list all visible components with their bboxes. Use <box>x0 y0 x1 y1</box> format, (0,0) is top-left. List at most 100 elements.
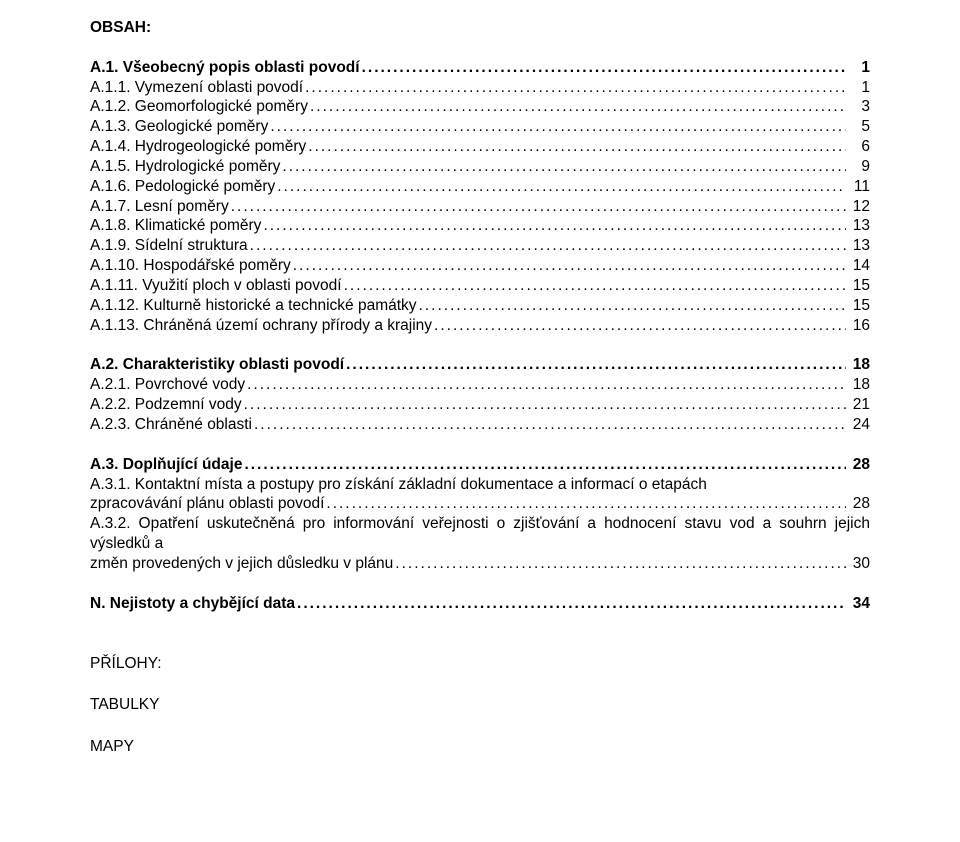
section-a2: A.2. Charakteristiky oblasti povodí ....… <box>90 355 870 434</box>
section-a3: A.3. Doplňující údaje ..................… <box>90 455 870 574</box>
section-title-line: A.1. Všeobecný popis oblasti povodí ....… <box>90 58 870 78</box>
toc-item: A.1.7. Lesní poměry.....................… <box>90 197 870 217</box>
toc-dots: ........................................… <box>291 256 846 276</box>
toc-page: 13 <box>846 216 870 236</box>
toc-label: A.2.1. Povrchové vody <box>90 375 245 395</box>
toc-dots: ........................................… <box>360 58 846 78</box>
toc-label: A.1.3. Geologické poměry <box>90 117 268 137</box>
toc-wrapped-lastline: změn provedených v jejich důsledku v plá… <box>90 554 870 574</box>
toc-item: A.1.10. Hospodářské poměry..............… <box>90 256 870 276</box>
toc-page: 28 <box>846 455 870 475</box>
toc-page: 9 <box>846 157 870 177</box>
toc-label: A.1.2. Geomorfologické poměry <box>90 97 308 117</box>
obsah-heading: OBSAH: <box>90 18 870 38</box>
toc-label: A.1.6. Pedologické poměry <box>90 177 275 197</box>
toc-dots: ........................................… <box>417 296 846 316</box>
appendix-prilohy: PŘÍLOHY: <box>90 654 870 674</box>
appendix-list: PŘÍLOHY: TABULKY MAPY <box>90 654 870 757</box>
toc-page: 5 <box>846 117 870 137</box>
toc-label: A.2.3. Chráněné oblasti <box>90 415 252 435</box>
toc-page: 18 <box>846 375 870 395</box>
toc-label: A.1.12. Kulturně historické a technické … <box>90 296 417 316</box>
toc-item: A.1.8. Klimatické poměry................… <box>90 216 870 236</box>
toc-dots: ........................................… <box>295 594 846 614</box>
toc-label: A.2.2. Podzemní vody <box>90 395 242 415</box>
toc-item: A.1.6. Pedologické poměry...............… <box>90 177 870 197</box>
toc-label: A.1.1. Vymezení oblasti povodí <box>90 78 303 98</box>
toc-dots: ........................................… <box>245 375 846 395</box>
toc-label: A.1.10. Hospodářské poměry <box>90 256 291 276</box>
toc-wrapped-text: A.3.1. Kontaktní místa a postupy pro zís… <box>90 476 707 493</box>
toc-page: 6 <box>846 137 870 157</box>
toc-dots: ........................................… <box>393 554 846 574</box>
toc-dots: ........................................… <box>342 276 846 296</box>
toc-page: 12 <box>846 197 870 217</box>
toc-page: 30 <box>846 554 870 574</box>
toc-dots: ........................................… <box>242 455 846 475</box>
toc-page: 1 <box>846 78 870 98</box>
toc-item: A.2.1. Povrchové vody...................… <box>90 375 870 395</box>
toc-label: A.1.8. Klimatické poměry <box>90 216 261 236</box>
toc-label: A.1.13. Chráněná území ochrany přírody a… <box>90 316 432 336</box>
toc-item: A.1.4. Hydrogeologické poměry...........… <box>90 137 870 157</box>
toc-label: A.1.4. Hydrogeologické poměry <box>90 137 306 157</box>
toc-dots: ........................................… <box>280 157 846 177</box>
section-a1: A.1. Všeobecný popis oblasti povodí ....… <box>90 58 870 336</box>
toc-page: 16 <box>846 316 870 336</box>
toc-page: 34 <box>846 594 870 614</box>
toc-dots: ........................................… <box>261 216 846 236</box>
toc-label: A.1.7. Lesní poměry <box>90 197 229 217</box>
toc-page: 15 <box>846 276 870 296</box>
toc-label: A.1. Všeobecný popis oblasti povodí <box>90 58 360 78</box>
toc-dots: ........................................… <box>242 395 846 415</box>
toc-item: A.2.2. Podzemní vody....................… <box>90 395 870 415</box>
toc-dots: ........................................… <box>306 137 846 157</box>
toc-dots: ........................................… <box>344 355 846 375</box>
toc-page: 21 <box>846 395 870 415</box>
toc-label: zpracovávání plánu oblasti povodí <box>90 494 324 514</box>
toc-dots: ........................................… <box>308 97 846 117</box>
toc-page: 28 <box>846 494 870 514</box>
toc-page: 24 <box>846 415 870 435</box>
toc-item: A.1.9. Sídelní struktura................… <box>90 236 870 256</box>
toc-label: A.3. Doplňující údaje <box>90 455 242 475</box>
toc-item: A.1.12. Kulturně historické a technické … <box>90 296 870 316</box>
toc-item: A.1.2. Geomorfologické poměry...........… <box>90 97 870 117</box>
toc-page: 14 <box>846 256 870 276</box>
toc-dots: ........................................… <box>248 236 846 256</box>
toc-dots: ........................................… <box>268 117 846 137</box>
toc-page: 15 <box>846 296 870 316</box>
section-title-line: A.3. Doplňující údaje ..................… <box>90 455 870 475</box>
toc-dots: ........................................… <box>303 78 846 98</box>
toc-wrapped-text: A.3.2. Opatření uskutečněná pro informov… <box>90 515 870 552</box>
toc-item-wrapped: A.3.1. Kontaktní místa a postupy pro zís… <box>90 475 870 515</box>
toc-page: 3 <box>846 97 870 117</box>
toc-label: N. Nejistoty a chybějící data <box>90 594 295 614</box>
toc-item-wrapped: A.3.2. Opatření uskutečněná pro informov… <box>90 514 870 573</box>
toc-dots: ........................................… <box>324 494 846 514</box>
toc-item: A.1.1. Vymezení oblasti povodí..........… <box>90 78 870 98</box>
toc-wrapped-lastline: zpracovávání plánu oblasti povodí.......… <box>90 494 870 514</box>
toc-page: 11 <box>846 177 870 197</box>
toc-label: A.1.5. Hydrologické poměry <box>90 157 280 177</box>
toc-page: 1 <box>846 58 870 78</box>
document-page: OBSAH: A.1. Všeobecný popis oblasti povo… <box>0 0 960 797</box>
toc-label: změn provedených v jejich důsledku v plá… <box>90 554 393 574</box>
section-title-line: A.2. Charakteristiky oblasti povodí ....… <box>90 355 870 375</box>
section-title-line: N. Nejistoty a chybějící data ..........… <box>90 594 870 614</box>
toc-dots: ........................................… <box>229 197 846 217</box>
toc-label: A.1.9. Sídelní struktura <box>90 236 248 256</box>
toc-label: A.1.11. Využití ploch v oblasti povodí <box>90 276 342 296</box>
appendix-tabulky: TABULKY <box>90 695 870 715</box>
toc-item: A.1.13. Chráněná území ochrany přírody a… <box>90 316 870 336</box>
section-n: N. Nejistoty a chybějící data ..........… <box>90 594 870 614</box>
toc-dots: ........................................… <box>432 316 846 336</box>
toc-dots: ........................................… <box>252 415 846 435</box>
toc-dots: ........................................… <box>275 177 846 197</box>
toc-page: 18 <box>846 355 870 375</box>
toc-label: A.2. Charakteristiky oblasti povodí <box>90 355 344 375</box>
toc-item: A.2.3. Chráněné oblasti.................… <box>90 415 870 435</box>
appendix-mapy: MAPY <box>90 737 870 757</box>
toc-page: 13 <box>846 236 870 256</box>
toc-item: A.1.3. Geologické poměry................… <box>90 117 870 137</box>
